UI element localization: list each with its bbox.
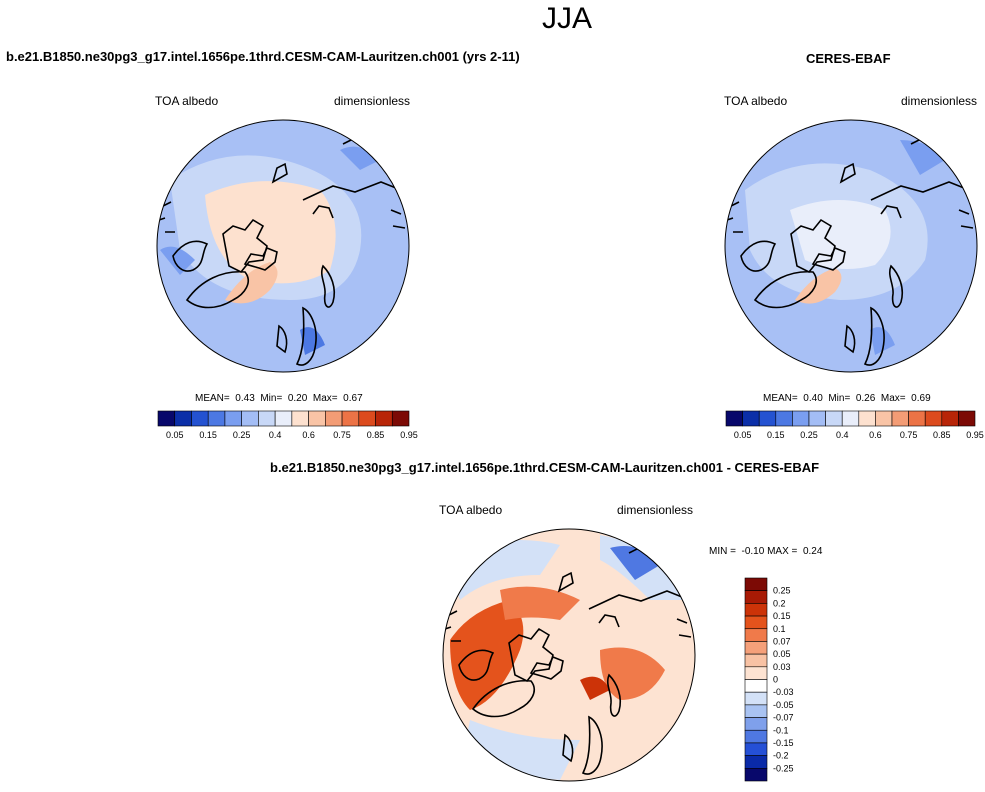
colorbar-diff-swatch bbox=[744, 666, 768, 680]
panel-model-stats: MEAN= 0.43 Min= 0.20 Max= 0.67 bbox=[195, 393, 363, 404]
colorbar-diff-swatch bbox=[744, 590, 768, 604]
colorbar-model-swatch bbox=[391, 410, 410, 427]
colorbar-diff-swatch bbox=[744, 603, 768, 617]
colorbar-obs-swatch bbox=[841, 410, 860, 427]
colorbar-model-swatch bbox=[375, 410, 393, 427]
colorbar-model-tick-label: 0.75 bbox=[333, 430, 351, 440]
colorbar-obs-swatch bbox=[891, 410, 909, 427]
colorbar-model-tick-label: 0.05 bbox=[166, 430, 184, 440]
colorbar-diff-tick-label: 0.05 bbox=[773, 649, 791, 659]
colorbar-model-swatch bbox=[358, 410, 376, 427]
colorbar-obs-swatch bbox=[775, 410, 793, 427]
colorbar-diff-swatch bbox=[744, 641, 768, 655]
colorbar-model-tick-label: 0.15 bbox=[199, 430, 217, 440]
colorbar-diff-swatch bbox=[744, 742, 768, 756]
colorbar-obs-tick-label: 0.4 bbox=[836, 430, 849, 440]
panel-diff-left-label: TOA albedo bbox=[439, 503, 503, 517]
colorbar-diff-swatch bbox=[744, 628, 768, 642]
map-obs bbox=[725, 120, 977, 372]
colorbar-diff-tick-label: 0.25 bbox=[773, 586, 791, 596]
colorbar-model-swatch bbox=[157, 410, 176, 427]
colorbar-diff-tick-label: 0 bbox=[773, 675, 778, 685]
colorbar-model-swatch bbox=[325, 410, 343, 427]
colorbar-obs-swatch bbox=[908, 410, 926, 427]
panel-diff-right-label: dimensionless bbox=[617, 503, 694, 517]
page-title: JJA bbox=[541, 2, 592, 35]
panel-obs-title: CERES-EBAF bbox=[806, 51, 891, 66]
colorbar-model-tick-label: 0.6 bbox=[302, 430, 315, 440]
colorbar-obs-swatch bbox=[958, 410, 976, 427]
panel-diff-stats: MIN = -0.10 MAX = 0.24 bbox=[709, 546, 823, 557]
colorbar-diff-tick-label: -0.03 bbox=[773, 687, 794, 697]
colorbar-obs-swatch bbox=[808, 410, 826, 427]
colorbar-model-swatch bbox=[291, 410, 309, 427]
colorbar-obs-swatch bbox=[941, 410, 959, 427]
colorbar-obs-tick-label: 0.6 bbox=[869, 430, 882, 440]
colorbar-diff-tick-label: -0.25 bbox=[773, 763, 794, 773]
map-model bbox=[157, 120, 409, 372]
colorbar-model-tick-label: 0.95 bbox=[400, 430, 418, 440]
panel-obs-left-label: TOA albedo bbox=[724, 94, 788, 108]
panel-model-right-label: dimensionless bbox=[334, 94, 411, 108]
colorbar-diff-tick-label: 0.1 bbox=[773, 624, 786, 634]
panel-obs-stats: MEAN= 0.40 Min= 0.26 Max= 0.69 bbox=[763, 393, 931, 404]
colorbar-model-swatch bbox=[274, 410, 293, 427]
colorbar-obs-tick-label: 0.25 bbox=[800, 430, 818, 440]
colorbar-obs-swatch bbox=[875, 410, 893, 427]
colorbar-diff-swatch bbox=[744, 755, 768, 769]
colorbar-diff-swatch bbox=[744, 615, 768, 630]
panel-obs-right-label: dimensionless bbox=[901, 94, 978, 108]
colorbar-model-swatch bbox=[241, 410, 259, 427]
colorbar-model-swatch bbox=[207, 410, 226, 427]
colorbar-obs-swatch bbox=[725, 410, 743, 427]
colorbar-model-swatch bbox=[174, 410, 192, 427]
colorbar-diff-tick-label: -0.05 bbox=[773, 700, 794, 710]
colorbar-model-tick-label: 0.4 bbox=[269, 430, 282, 440]
map-diff-border bbox=[442, 528, 696, 782]
colorbar-diff-tick-label: 0.07 bbox=[773, 636, 791, 646]
colorbar-model-swatch bbox=[224, 410, 242, 427]
colorbar-model-tick-label: 0.25 bbox=[233, 430, 251, 440]
colorbar-obs-tick-label: 0.85 bbox=[933, 430, 951, 440]
colorbar-obs-swatch bbox=[792, 410, 810, 427]
colorbar-diff-tick-label: -0.07 bbox=[773, 713, 794, 723]
colorbar-diff-swatch bbox=[744, 717, 768, 731]
colorbar-model-tick-label: 0.85 bbox=[367, 430, 385, 440]
colorbar-diff-tick-label: -0.15 bbox=[773, 738, 794, 748]
colorbar-diff-tick-label: -0.1 bbox=[773, 725, 789, 735]
colorbar-diff-tick-label: -0.2 bbox=[773, 751, 789, 761]
colorbar-model-swatch bbox=[258, 410, 276, 427]
colorbar-model-swatch bbox=[341, 410, 360, 427]
panel-diff-title: b.e21.B1850.ne30pg3_g17.intel.1656pe.1th… bbox=[270, 460, 820, 475]
map-model-border bbox=[156, 119, 410, 373]
colorbar-obs-tick-label: 0.95 bbox=[966, 430, 984, 440]
colorbar-diff-swatch bbox=[744, 691, 768, 706]
colorbar-obs-tick-label: 0.75 bbox=[900, 430, 918, 440]
colorbar-diff-swatch bbox=[744, 653, 768, 668]
colorbar-obs-tick-label: 0.15 bbox=[767, 430, 785, 440]
panel-model-left-label: TOA albedo bbox=[155, 94, 219, 108]
colorbar-diff-swatch bbox=[744, 768, 768, 782]
colorbar-model-swatch bbox=[308, 410, 326, 427]
colorbar-diff-swatch bbox=[744, 704, 768, 718]
colorbar-obs-tick-label: 0.05 bbox=[734, 430, 752, 440]
colorbar-diff-swatch bbox=[744, 577, 768, 591]
panel-model-title: b.e21.B1850.ne30pg3_g17.intel.1656pe.1th… bbox=[6, 49, 520, 64]
colorbar-obs-swatch bbox=[858, 410, 876, 427]
colorbar-obs-swatch bbox=[825, 410, 843, 427]
colorbar-obs-swatch bbox=[924, 410, 943, 427]
colorbar-diff-swatch bbox=[744, 729, 768, 744]
map-obs-border bbox=[724, 119, 978, 373]
colorbar-diff-tick-label: 0.15 bbox=[773, 611, 791, 621]
colorbar-obs-swatch bbox=[742, 410, 760, 427]
colorbar-model-swatch bbox=[191, 410, 209, 427]
colorbar-diff-tick-label: 0.2 bbox=[773, 598, 786, 608]
colorbar-diff-swatch bbox=[744, 679, 768, 693]
colorbar-obs-swatch bbox=[758, 410, 777, 427]
colorbar-diff-tick-label: 0.03 bbox=[773, 662, 791, 672]
